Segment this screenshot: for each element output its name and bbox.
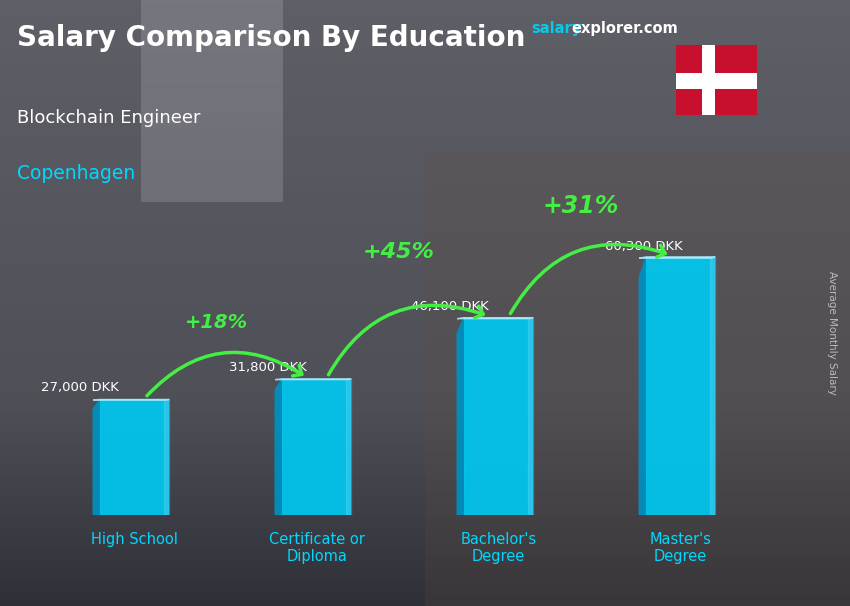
Text: 31,800 DKK: 31,800 DKK xyxy=(229,361,307,374)
Text: 27,000 DKK: 27,000 DKK xyxy=(41,381,119,395)
Polygon shape xyxy=(275,379,282,515)
Bar xyxy=(676,73,756,88)
Text: +18%: +18% xyxy=(185,313,248,332)
Text: +31%: +31% xyxy=(542,195,619,218)
Text: Blockchain Engineer: Blockchain Engineer xyxy=(17,109,201,127)
Polygon shape xyxy=(164,399,169,515)
Text: 46,100 DKK: 46,100 DKK xyxy=(411,299,489,313)
Text: explorer.com: explorer.com xyxy=(571,21,678,36)
Bar xyxy=(100,399,169,515)
Bar xyxy=(282,379,351,515)
Polygon shape xyxy=(639,257,716,258)
Text: salary: salary xyxy=(531,21,581,36)
Polygon shape xyxy=(710,257,716,515)
Polygon shape xyxy=(94,399,100,515)
Text: +45%: +45% xyxy=(363,242,434,262)
Polygon shape xyxy=(457,318,533,319)
Polygon shape xyxy=(528,318,533,515)
Text: Salary Comparison By Education: Salary Comparison By Education xyxy=(17,24,525,52)
Bar xyxy=(464,318,533,515)
Bar xyxy=(702,45,716,115)
Text: 60,300 DKK: 60,300 DKK xyxy=(605,239,683,253)
Polygon shape xyxy=(346,379,351,515)
Text: Average Monthly Salary: Average Monthly Salary xyxy=(827,271,837,395)
Polygon shape xyxy=(457,318,464,515)
Polygon shape xyxy=(639,257,646,515)
Text: Copenhagen: Copenhagen xyxy=(17,164,135,182)
Bar xyxy=(646,257,716,515)
